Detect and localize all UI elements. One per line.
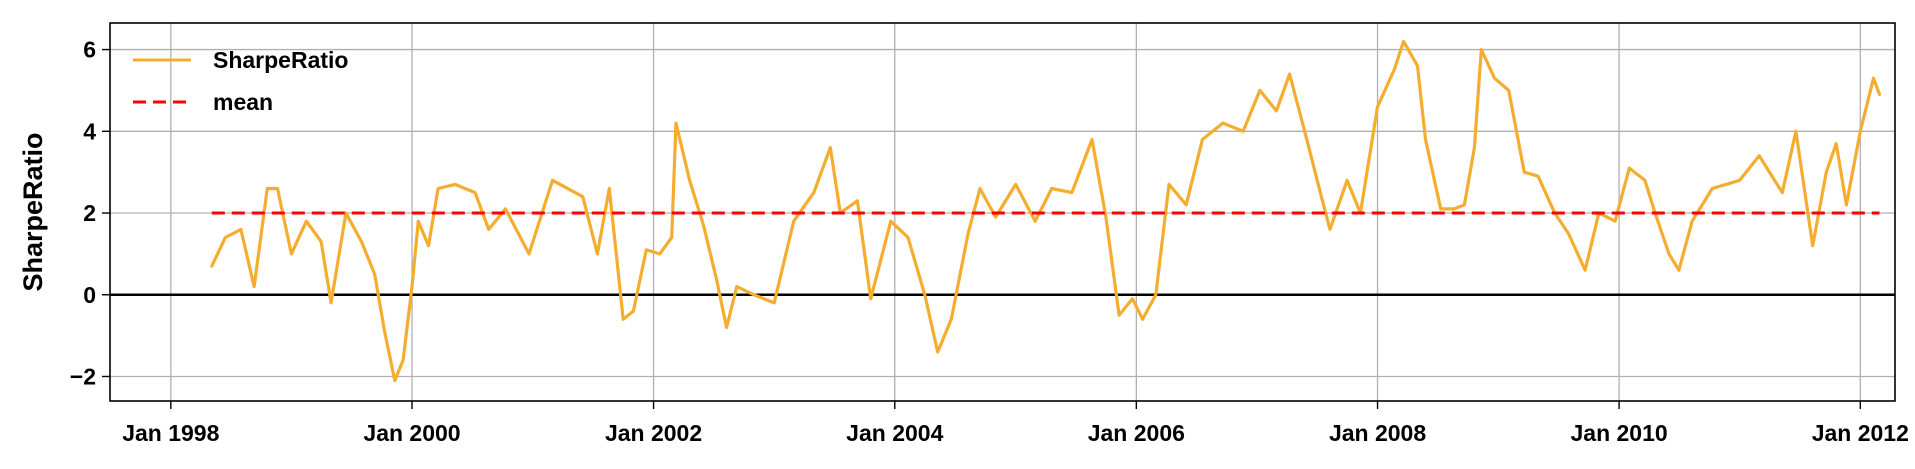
x-tick-label: Jan 2010 xyxy=(1570,420,1667,446)
x-tick-label: Jan 2008 xyxy=(1329,420,1426,446)
legend-label-sharperatio: SharpeRatio xyxy=(213,47,348,73)
legend: SharpeRatio mean xyxy=(133,47,348,115)
x-tick-label: Jan 2012 xyxy=(1812,420,1909,446)
x-tick-label: Jan 2000 xyxy=(363,420,460,446)
y-tick-label: 6 xyxy=(83,37,96,63)
x-tick-label: Jan 1998 xyxy=(122,420,219,446)
x-tick-label: Jan 2004 xyxy=(846,420,943,446)
y-axis-title: SharpeRatio xyxy=(18,132,48,291)
y-tick-label: −2 xyxy=(70,363,96,389)
plot-frame xyxy=(109,22,1896,402)
y-axis: −2 0 2 4 6 xyxy=(70,37,110,389)
y-tick-label: 4 xyxy=(83,118,96,144)
y-tick-label: 0 xyxy=(83,282,96,308)
legend-label-mean: mean xyxy=(213,89,273,115)
x-axis: Jan 1998 Jan 2000 Jan 2002 Jan 2004 Jan 2006… xyxy=(122,401,1909,446)
x-tick-label: Jan 2006 xyxy=(1088,420,1185,446)
y-tick-label: 2 xyxy=(83,200,96,226)
x-tick-label: Jan 2002 xyxy=(605,420,702,446)
series-line-sharperatio xyxy=(210,39,1882,383)
series-layer xyxy=(210,39,1882,383)
